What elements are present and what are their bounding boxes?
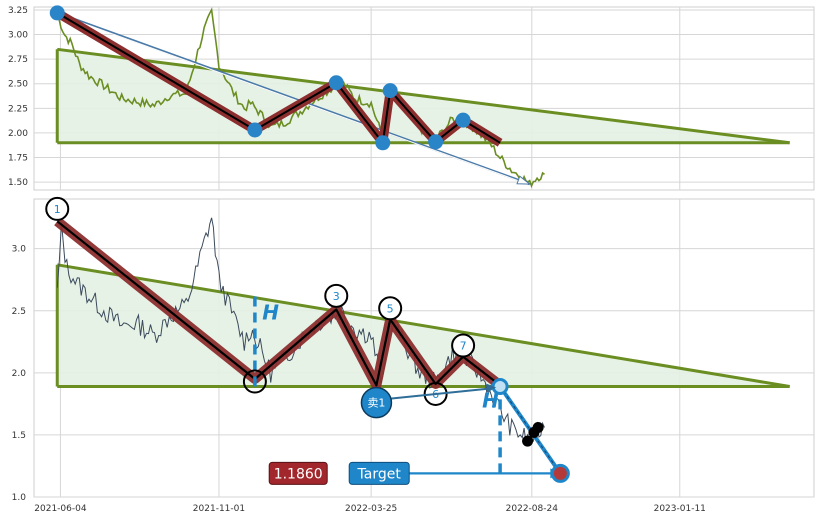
bottom-breakdown-point: [491, 377, 509, 395]
bottom-target-label-text: Target: [357, 466, 402, 482]
bottom-point-label-circle: [378, 296, 403, 321]
top-trend-arrow-core: [57, 13, 528, 185]
bottom-point-label-circle: [324, 283, 349, 308]
bottom-breakout-dot: [522, 435, 534, 447]
top-trend-arrow-outline: [56, 11, 531, 186]
bottom-target-value-text: 1.1860: [274, 466, 323, 482]
top-y-tick-label: 3.25: [8, 6, 28, 16]
bottom-y-tick-label: 1.0: [12, 493, 27, 503]
bottom-target-point: [550, 463, 570, 483]
bottom-y-tick-label: 1.5: [12, 431, 26, 441]
bottom-sell-connector: [390, 387, 491, 400]
top-pivot-marker: [428, 134, 444, 150]
bottom-point-label-text: 7: [460, 340, 467, 353]
bottom-y-tick-label: 2.5: [12, 307, 26, 317]
bottom-point-label-text: 1: [54, 203, 61, 216]
bottom-target-label-box: [348, 461, 410, 485]
top-pivot-marker: [375, 135, 391, 151]
bottom-y-tick-label: 2.0: [12, 369, 27, 379]
bottom-point-label-text: 5: [387, 302, 394, 315]
bottom-zigzag-inner: [56, 220, 501, 387]
bottom-sell-marker-label: 卖1: [367, 397, 385, 410]
bottom-point-label-circle: [242, 369, 267, 394]
top-overview-chart: 3.25 3.00 2.75 2.50 2.25 2.00 1.75 1.50: [8, 5, 815, 191]
top-y-tick-label: 2.00: [8, 129, 28, 139]
top-y-tick-label: 2.25: [8, 104, 28, 114]
top-pivot-marker: [328, 75, 344, 91]
bottom-x-tick-label: 2022-08-24: [506, 504, 559, 514]
bottom-x-tick-label: 2021-11-01: [193, 504, 245, 514]
top-y-tick-label: 2.75: [8, 55, 28, 65]
bottom-point-label-circle: [451, 333, 476, 358]
bottom-x-tick-label: 2021-06-04: [34, 504, 87, 514]
top-y-tick-label: 1.50: [8, 178, 28, 188]
top-y-tick-label: 2.50: [8, 80, 28, 90]
bottom-triangle-upper-edge: [57, 263, 790, 388]
bottom-height-label: H: [482, 389, 499, 413]
bottom-point-label-circle: [423, 381, 448, 406]
top-pivot-marker: [455, 112, 471, 128]
bottom-breakout-dot: [532, 421, 544, 433]
bottom-sell-marker: [360, 386, 393, 419]
bottom-x-tick-label: 2023-01-11: [654, 504, 706, 514]
top-pivot-marker: [382, 83, 398, 99]
top-y-tick-label: 1.75: [8, 154, 28, 164]
bottom-target-value-box: [268, 461, 328, 485]
bottom-x-tick-label: 2022-03-25: [345, 504, 397, 514]
top-y-tick-label: 3.00: [8, 31, 28, 41]
bottom-point-label-text: 3: [333, 290, 340, 303]
top-pivot-marker: [247, 122, 263, 138]
top-trend-arrow-head: [516, 175, 532, 185]
top-triangle-upper-edge: [57, 47, 790, 145]
bottom-height-label: H: [262, 300, 279, 324]
top-pivot-marker: [49, 5, 65, 21]
bottom-sell-connector-head: [486, 383, 497, 393]
bottom-point-label-circle: [45, 196, 70, 221]
bottom-pattern-chart: 3.0 2.5 2.0 1.5 1.0 2021-06-04 2021-11-01 2022…: [12, 196, 815, 514]
bottom-y-tick-label: 3.0: [12, 245, 27, 255]
